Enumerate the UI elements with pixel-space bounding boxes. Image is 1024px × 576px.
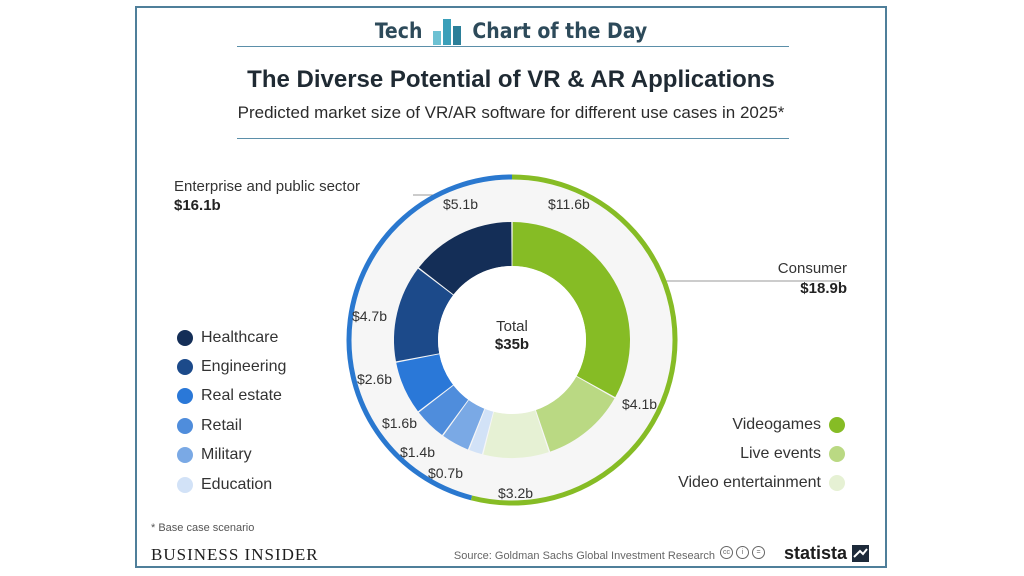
outer-ring-consumer	[470, 174, 678, 506]
slice-label-military: $1.4b	[400, 444, 435, 460]
donut-chart: Total $35b Enterprise and public sector …	[174, 174, 847, 506]
business-insider-logo: BUSINESS INSIDER	[151, 545, 319, 564]
legend-consumer: Videogames Live events Video entertainme…	[678, 410, 845, 498]
slice-label-live-events: $4.1b	[622, 396, 657, 412]
legend-label: Video entertainment	[678, 474, 821, 492]
header-chart-of-the-day-label: Chart of the Day	[472, 19, 648, 43]
slice-label-education: $0.7b	[428, 465, 463, 481]
attribution-icon: i	[736, 546, 749, 559]
creative-commons-icons: cc i =	[720, 546, 765, 559]
slice-label-retail: $1.6b	[382, 415, 417, 431]
source-note: Source: Goldman Sachs Global Investment …	[453, 550, 715, 562]
legend-dot	[177, 359, 193, 376]
legend-dot	[177, 476, 193, 493]
slice-video-entertainment	[483, 410, 549, 458]
bar-chart-logo-icon	[433, 19, 462, 45]
legend-dot	[177, 329, 193, 346]
enterprise-group-name: Enterprise and public sector	[174, 178, 360, 195]
infographic-frame: Tech Chart of the Day The Diverse Potent…	[135, 6, 887, 568]
no-derivatives-icon: =	[752, 546, 765, 559]
legend-item-healthcare: Healthcare	[177, 323, 286, 352]
slice-healthcare	[418, 222, 512, 295]
legend-label: Videogames	[732, 415, 821, 433]
legend-label: Healthcare	[201, 328, 279, 346]
donut-slices	[394, 222, 630, 458]
legend-dot	[829, 446, 845, 463]
slice-live-events	[535, 376, 615, 452]
legend-label: Education	[201, 475, 273, 493]
slice-military	[443, 400, 485, 450]
outer-ring-enterprise-and-public-sector	[346, 174, 513, 501]
header-divider	[237, 46, 789, 47]
slice-retail	[418, 385, 469, 436]
slice-engineering	[394, 268, 454, 362]
legend-dot	[829, 416, 845, 433]
center-total-label: Total	[496, 318, 528, 335]
legend-item-education: Education	[177, 470, 286, 499]
enterprise-group-value: $16.1b	[174, 197, 221, 214]
slice-label-engineering: $4.7b	[352, 308, 387, 324]
statista-logo: statista	[784, 543, 869, 564]
legend-label: Military	[201, 446, 252, 464]
legend-dot	[829, 475, 845, 492]
chart-subtitle: Predicted market size of VR/AR software …	[237, 103, 785, 122]
slice-education	[469, 408, 494, 455]
footnote: * Base case scenario	[151, 522, 255, 534]
legend-item-military: Military	[177, 441, 286, 470]
chart-title: The Diverse Potential of VR & AR Applica…	[247, 66, 775, 93]
chart-of-the-day-header: Tech Chart of the Day	[137, 14, 885, 48]
legend-label: Retail	[201, 416, 242, 434]
legend-item-video-entertainment: Video entertainment	[678, 469, 845, 498]
legend-item-engineering: Engineering	[177, 352, 286, 381]
slice-real-estate	[396, 354, 454, 412]
legend-dot	[177, 447, 193, 464]
legend-item-videogames: Videogames	[678, 410, 845, 439]
donut-hole	[438, 266, 586, 414]
center-total-value: $35b	[495, 336, 529, 353]
slice-videogames	[512, 222, 630, 398]
slice-label-video-entertainment: $3.2b	[498, 485, 533, 501]
legend-dot	[177, 388, 193, 405]
legend-label: Live events	[740, 445, 821, 463]
slice-label-videogames: $11.6b	[548, 196, 590, 212]
statista-wordmark: statista	[783, 543, 847, 563]
legend-item-retail: Retail	[177, 411, 286, 440]
header-tech-label: Tech	[374, 19, 423, 43]
consumer-group-name: Consumer	[778, 260, 847, 277]
legend-item-live-events: Live events	[678, 439, 845, 468]
legend-label: Real estate	[201, 387, 282, 405]
title-divider	[237, 138, 789, 139]
slice-label-real-estate: $2.6b	[357, 371, 392, 387]
legend-item-real-estate: Real estate	[177, 382, 286, 411]
cc-icon: cc	[720, 546, 733, 559]
legend-enterprise: Healthcare Engineering Real estate Retai…	[177, 323, 286, 499]
legend-dot	[177, 417, 193, 434]
slice-label-healthcare: $5.1b	[443, 196, 478, 212]
statista-icon	[852, 545, 869, 562]
consumer-group-value: $18.9b	[800, 280, 847, 297]
legend-label: Engineering	[201, 358, 287, 376]
